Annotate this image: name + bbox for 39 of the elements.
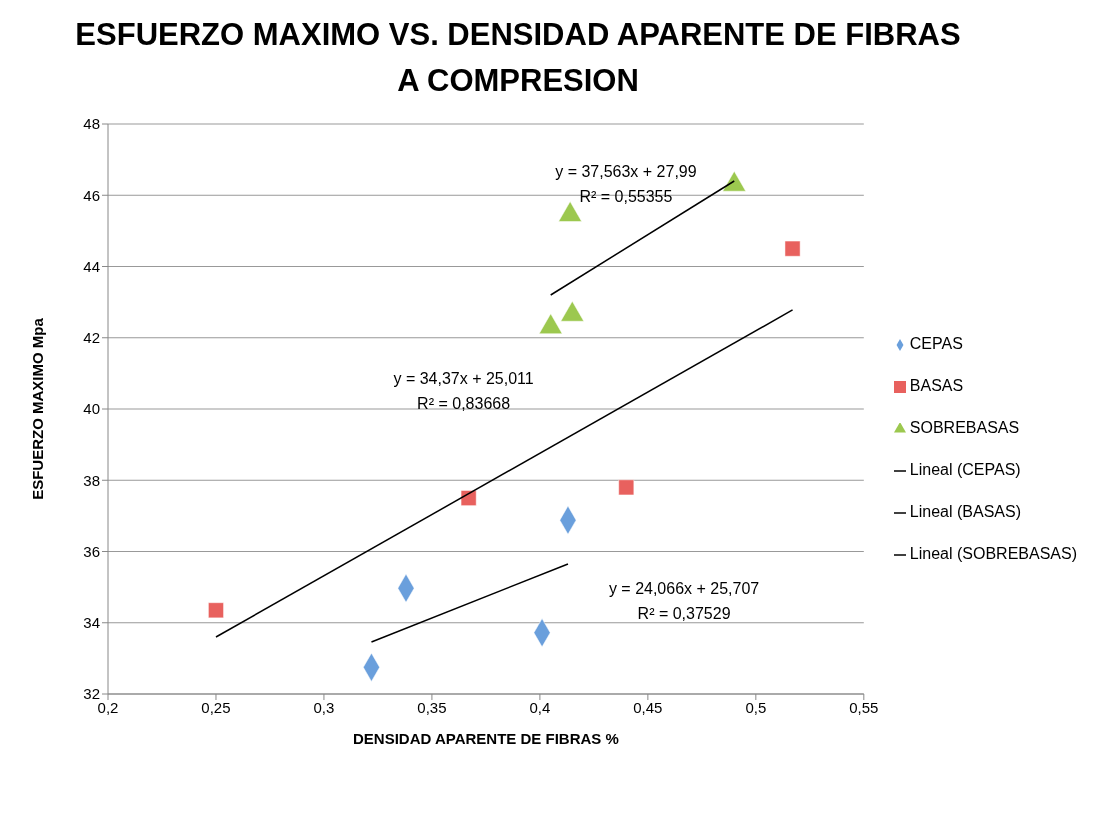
y-tick-label: 42	[83, 329, 100, 347]
x-tick-label: 0,2	[97, 698, 119, 716]
y-tick-label: 44	[83, 257, 100, 275]
y-tick-label: 32	[83, 685, 100, 703]
x-tick-label: 0,45	[633, 698, 663, 716]
point	[722, 171, 747, 192]
annotation: y = 34,37x + 25,011	[393, 369, 534, 388]
legend-label: Lineal (CEPAS)	[909, 461, 1021, 478]
y-tick-label: 46	[83, 186, 100, 204]
x-axis-title: DENSIDAD APARENTE DE FIBRAS %	[352, 730, 619, 747]
legend-label: Lineal (SOBREBASAS)	[909, 545, 1077, 562]
x-tick-label: 0,55	[849, 698, 879, 716]
x-tick-label: 0,25	[201, 698, 231, 716]
point	[560, 301, 585, 322]
legend-label: CEPAS	[909, 335, 963, 352]
annotation: y = 24,066x + 25,707	[608, 580, 760, 599]
annotation: R² = 0,37529	[637, 604, 731, 623]
point	[538, 313, 563, 334]
y-tick-label: 48	[83, 115, 100, 133]
point	[558, 201, 582, 222]
point	[208, 602, 224, 619]
x-tick-label: 0,5	[745, 698, 767, 716]
y-tick-label: 38	[83, 471, 100, 489]
annotation: R² = 0,83668	[417, 394, 511, 413]
legend-label: BASAS	[909, 377, 964, 394]
y-tick-label: 36	[83, 542, 100, 560]
chart-title: ESFUERZO MAXIMO VS. DENSIDAD APARENTE DE FIBRAS A COMPRESION	[74, 16, 962, 100]
annotation: y = 37,563x + 27,99	[555, 162, 697, 181]
y-tick-label: 34	[83, 614, 100, 632]
legend-label: Lineal (BASAS)	[909, 503, 1021, 520]
point	[460, 490, 477, 506]
x-tick-label: 0,35	[417, 698, 447, 716]
x-tick-label: 0,3	[313, 698, 335, 716]
annotation: R² = 0,55355	[579, 187, 673, 206]
x-tick-label: 0,4	[529, 698, 551, 716]
y-tick-label: 40	[83, 400, 100, 418]
y-axis-title: ESFUERZO MAXIMO Mpa	[29, 317, 47, 500]
point	[618, 479, 635, 496]
legend-label: SOBREBASAS	[909, 419, 1020, 436]
